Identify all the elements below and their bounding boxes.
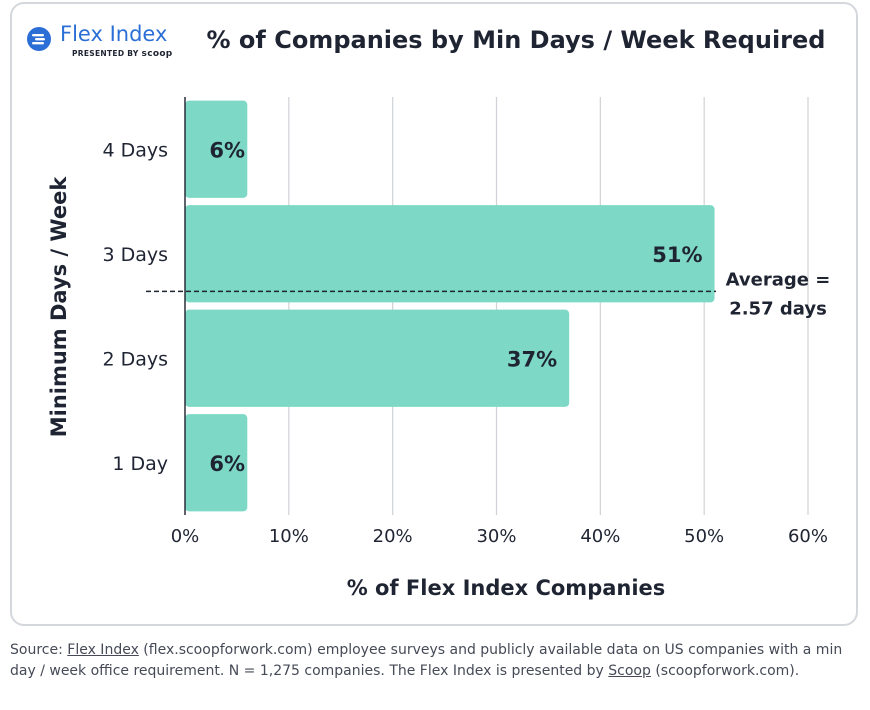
x-axis-label: % of Flex Index Companies [347, 576, 666, 600]
source-link-flex-index[interactable]: Flex Index [67, 642, 139, 658]
x-tick-label: 10% [269, 526, 309, 547]
x-tick-label: 30% [476, 526, 516, 547]
data-label: 6% [209, 452, 245, 476]
x-tick-label: 60% [788, 526, 828, 547]
flex-index-logo[interactable]: Flex Index PRESENTED BY scoop [26, 22, 186, 62]
bar-2 [185, 205, 715, 303]
bar-1 [185, 100, 248, 198]
logo-name: Flex Index [60, 22, 168, 46]
data-label: 6% [209, 138, 245, 162]
logo-subtitle: PRESENTED BY scoop [72, 49, 173, 59]
source-note: Source: Flex Index (flex.scoopforwork.co… [10, 642, 843, 679]
category-label: 4 Days [102, 139, 168, 161]
x-tick-label: 20% [373, 526, 413, 547]
x-tick-label: 50% [684, 526, 724, 547]
average-annotation-line2: 2.57 days [729, 298, 827, 319]
average-annotation-line1: Average = [726, 269, 831, 290]
data-label: 37% [507, 347, 557, 371]
category-label: 3 Days [102, 244, 168, 266]
category-label: 1 Day [112, 453, 168, 475]
source-link-scoop[interactable]: Scoop [608, 663, 651, 679]
data-label: 51% [652, 243, 702, 267]
y-axis-label: Minimum Days / Week [47, 176, 71, 438]
category-label: 2 Days [102, 348, 168, 370]
bar-4 [185, 414, 248, 512]
bar-chart: % of Companies by Min Days / Week Requir… [47, 26, 831, 600]
chart-title: % of Companies by Min Days / Week Requir… [207, 26, 826, 54]
x-tick-label: 0% [171, 526, 200, 547]
flex-index-logo-icon [27, 27, 51, 51]
bar-3 [185, 309, 570, 407]
x-tick-label: 40% [580, 526, 620, 547]
